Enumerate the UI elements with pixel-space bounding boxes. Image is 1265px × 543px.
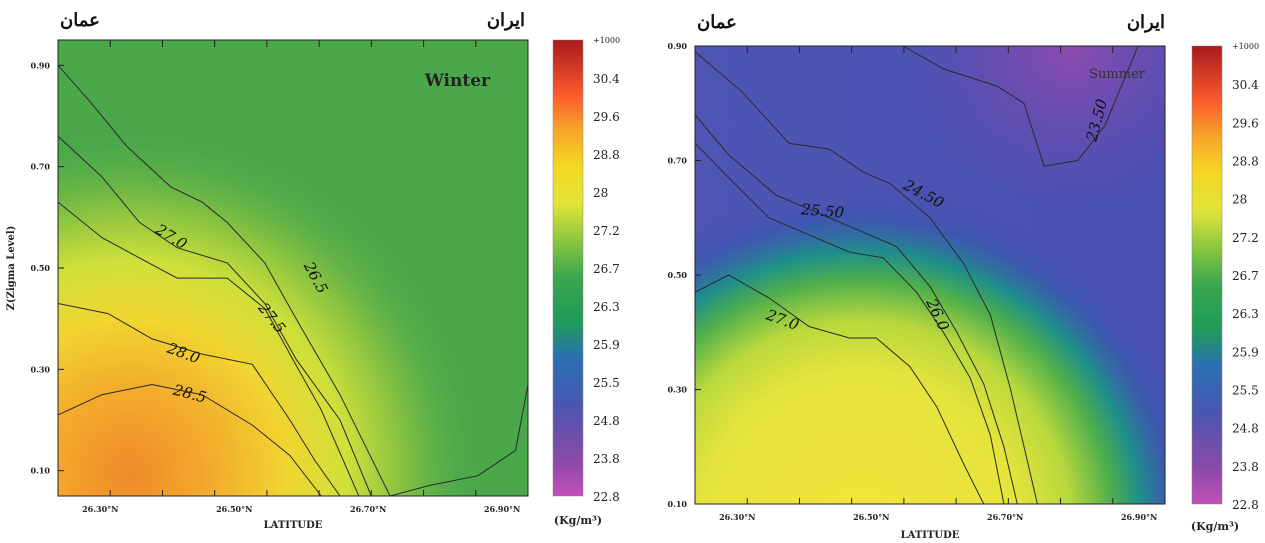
winter-colorbar: +1000 30.4 29.6 28.8 28 27.2 26.7 26.3 25.9 25.5 2… [552,36,620,527]
summer-colorbar-tick-label: 26.7 [1232,269,1259,283]
summer-xlabel: LATITUDE [901,530,960,541]
summer-colorbar-tick-label: 29.6 [1232,116,1259,130]
winter-colorbar-tick-label: 24.8 [593,414,620,428]
winter-colorbar-tick-label: 27.2 [593,224,620,238]
summer-region-right: ایران [1127,12,1165,33]
winter-colorbar-tick-label: +1000 [593,36,620,45]
summer-region-left: عمان [697,12,737,33]
summer-colorbar-tick-label: 27.2 [1232,231,1259,245]
summer-colorbar-tick-label: +1000 [1232,42,1259,51]
summer-colorbar-tick-label: 28.8 [1232,155,1259,169]
summer-y-tick-label: 0.90 [668,41,688,51]
winter-x-tick-label: 26.50°N [216,504,252,514]
winter-ylabel: Z(Zigma Level) [6,226,17,311]
winter-colorbar-tick-label: 26.7 [593,262,620,276]
winter-y-tick-label: 0.50 [31,263,51,273]
summer-x-tick-label: 26.50°N [853,512,889,522]
winter-heat-field [58,40,528,496]
winter-contour-line [58,201,360,496]
winter-region-right: ایران [487,10,525,31]
summer-colorbar: +1000 30.4 29.6 28.8 28 27.2 26.7 26.3 25.9 25.5 2… [1191,42,1259,533]
winter-contour-line [58,64,528,496]
summer-title: Summer [1089,67,1146,82]
summer-y-tick-label: 0.30 [668,385,688,395]
summer-warm-field [695,46,1165,504]
winter-y-tick-label: 0.10 [31,466,51,476]
summer-y-tick-label: 0.10 [668,499,688,509]
summer-colorbar-tick-label: 25.9 [1232,345,1259,359]
summer-colorbar-tick-label: 23.8 [1232,460,1259,474]
winter-contour-line [58,303,341,496]
summer-colorbar-tick-label: 28 [1232,193,1247,207]
summer-colorbar-unit: (Kg/m³) [1191,520,1239,533]
summer-colorbar-tick-label: 26.3 [1232,307,1259,321]
winter-contour-line [58,135,372,496]
winter-colorbar-tick-label: 25.9 [593,338,620,352]
winter-region-left: عمان [60,10,100,31]
winter-colorbar-tick-label: 23.8 [593,452,620,466]
winter-colorbar-tick-label: 25.5 [593,376,620,390]
summer-colorbar-tick-label: 25.5 [1232,384,1259,398]
summer-contour-line [902,46,1139,167]
winter-panel: 27.028.027.526.528.5 26.30°N 26.50°N 26.70… [6,10,529,531]
winter-x-tick-label: 26.90°N [484,504,520,514]
summer-colorbar-tick-label: 22.8 [1232,498,1259,512]
winter-colorbar-unit: (Kg/m³) [554,514,602,527]
summer-contour-line [695,274,985,504]
summer-contour-label: 25.50 [799,200,845,222]
winter-x-tick-label: 26.30°N [82,504,118,514]
winter-y-tick-label: 0.90 [31,60,51,70]
summer-y-tick-label: 0.50 [668,270,688,280]
winter-y-tick-label: 0.70 [31,162,51,172]
summer-contour-line [695,142,1005,504]
summer-colorbar-tick-label: 24.8 [1232,422,1259,436]
winter-colorbar-tick-label: 22.8 [593,490,620,504]
winter-y-tick-label: 0.30 [31,364,51,374]
winter-xlabel: LATITUDE [264,520,323,531]
summer-x-tick-label: 26.70°N [987,512,1023,522]
winter-colorbar-tick-label: 29.6 [593,110,620,124]
winter-colorbar-tick-label: 26.3 [593,300,620,314]
winter-x-tick-label: 26.70°N [350,504,386,514]
summer-contour-line [695,114,1018,504]
winter-colorbar-tick-label: 30.4 [593,72,620,86]
winter-colorbar-tick-label: 28.8 [593,148,620,162]
winter-title: Winter [424,71,491,91]
summer-x-tick-label: 26.30°N [719,512,755,522]
summer-colorbar-tick-label: 30.4 [1232,78,1259,92]
summer-contour-line [695,51,1038,504]
winter-colorbar-tick-label: 28 [593,186,608,200]
summer-x-tick-label: 26.90°N [1121,512,1157,522]
summer-y-tick-label: 0.70 [668,156,688,166]
winter-contour-line [58,383,322,496]
